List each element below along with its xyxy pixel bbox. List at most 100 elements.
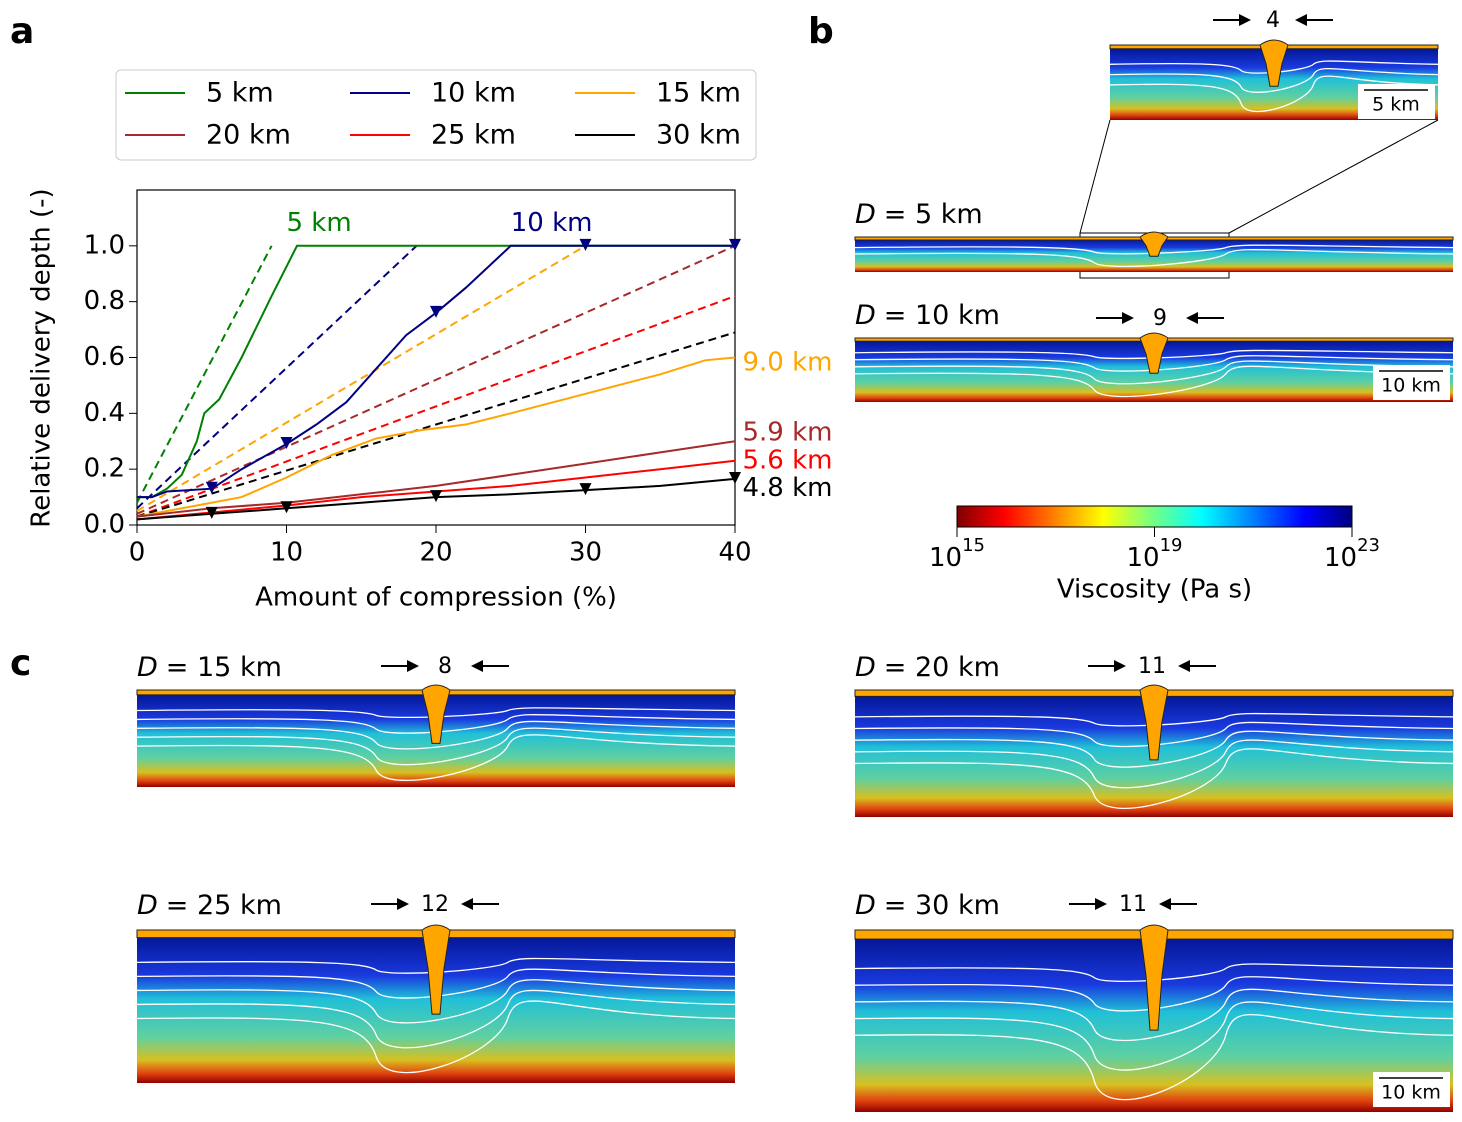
model-label: D = 30 km	[855, 890, 1000, 921]
marker	[579, 483, 592, 496]
scale-bar-label: 10 km	[1381, 375, 1441, 397]
variable: D	[855, 652, 876, 683]
legend-label: 20 km	[206, 120, 291, 151]
y-tick-label: 0.6	[84, 342, 125, 372]
arrow-head	[1095, 898, 1107, 910]
intrusion	[1139, 332, 1169, 374]
marker	[579, 238, 592, 251]
series-line	[137, 244, 735, 499]
arrow-head	[397, 898, 409, 910]
annotation: 5.9 km	[742, 417, 832, 447]
panel-label: b	[808, 11, 834, 52]
colorbar	[956, 505, 1353, 528]
intrusion	[1259, 39, 1289, 87]
marker	[430, 305, 442, 318]
contour	[854, 730, 1454, 768]
annotation: 5.6 km	[742, 445, 832, 475]
marker	[430, 490, 442, 503]
contour	[136, 734, 736, 782]
arrow-head	[471, 660, 483, 672]
model-label: D = 15 km	[137, 652, 282, 683]
variable: D	[855, 199, 876, 230]
contour	[854, 1013, 1454, 1101]
legend-label: 5 km	[206, 78, 274, 109]
compression-label: 11	[1119, 892, 1147, 917]
x-tick-label: 20	[419, 538, 452, 568]
contour	[1109, 75, 1439, 113]
legend-label: 15 km	[656, 78, 741, 109]
model-label: D = 10 km	[855, 300, 1000, 331]
contour	[854, 249, 1454, 267]
reference-line	[136, 295, 736, 518]
reference-line	[136, 245, 273, 504]
y-axis-label: Relative delivery depth (-)	[27, 188, 57, 527]
model-label: D = 5 km	[855, 199, 983, 230]
tick-exponent: 15	[962, 535, 985, 556]
scale-bar-label: 10 km	[1381, 1082, 1441, 1104]
series-line	[136, 356, 736, 518]
variable: D	[855, 890, 876, 921]
x-axis-label: Amount of compression (%)	[255, 583, 617, 613]
panel-label: a	[10, 11, 34, 52]
x-tick-label: 10	[270, 538, 303, 568]
annotation: 9.0 km	[742, 348, 832, 378]
model-value: = 10 km	[884, 300, 1000, 331]
compression-label: 9	[1153, 306, 1167, 331]
y-tick-label: 0.0	[84, 510, 125, 540]
arrow-head	[461, 898, 473, 910]
arrow-head	[1186, 312, 1198, 324]
scale-bar-label: 5 km	[1372, 94, 1420, 116]
contour	[854, 988, 1454, 1042]
contour	[136, 1000, 736, 1074]
tick-exponent: 19	[1160, 535, 1183, 556]
x-tick-label: 0	[129, 538, 146, 568]
tick-base: 10	[1324, 543, 1357, 573]
y-tick-label: 1.0	[84, 230, 125, 260]
arrow-head	[1159, 898, 1171, 910]
contour	[854, 360, 1454, 385]
contour	[136, 727, 736, 766]
x-tick-label: 40	[718, 538, 751, 568]
annotation: 5 km	[287, 208, 352, 238]
series-line	[136, 459, 736, 521]
contour	[854, 739, 1454, 789]
x-tick-label: 30	[569, 538, 602, 568]
compression-label: 4	[1266, 8, 1280, 33]
intrusion	[1139, 684, 1169, 761]
marker	[280, 437, 293, 450]
arrow-head	[1295, 14, 1307, 26]
legend-label: 10 km	[431, 78, 516, 109]
colorbar-tick-label: 1023	[1324, 535, 1380, 573]
reference-line	[136, 244, 736, 515]
contour	[854, 748, 1454, 809]
contour	[1109, 67, 1439, 93]
zoom-line	[1228, 119, 1439, 234]
model-value: = 30 km	[884, 890, 1000, 921]
model-value: = 5 km	[884, 199, 983, 230]
intrusion	[1139, 924, 1169, 1031]
arrow-head	[1178, 660, 1190, 672]
model-label: D = 25 km	[137, 890, 282, 921]
intrusion	[1139, 231, 1169, 257]
contour	[136, 720, 736, 750]
series-line	[136, 440, 736, 518]
marker	[729, 238, 741, 251]
model-value: = 20 km	[884, 652, 1000, 683]
colorbar-tick-label: 1015	[929, 535, 985, 573]
contour	[854, 1001, 1454, 1071]
contour	[136, 989, 736, 1049]
tick-base: 10	[1127, 543, 1160, 573]
legend-label: 25 km	[431, 120, 516, 151]
arrow-head	[407, 660, 419, 672]
model-value: = 15 km	[166, 652, 282, 683]
contour	[854, 244, 1454, 255]
variable: D	[137, 890, 158, 921]
arrow-head	[1239, 14, 1251, 26]
intrusion	[421, 684, 451, 744]
reference-line	[136, 244, 587, 512]
arrow-head	[1122, 312, 1134, 324]
tick-base: 10	[929, 543, 962, 573]
compression-label: 12	[421, 892, 449, 917]
marker	[205, 506, 218, 519]
model-label: D = 20 km	[855, 652, 1000, 683]
